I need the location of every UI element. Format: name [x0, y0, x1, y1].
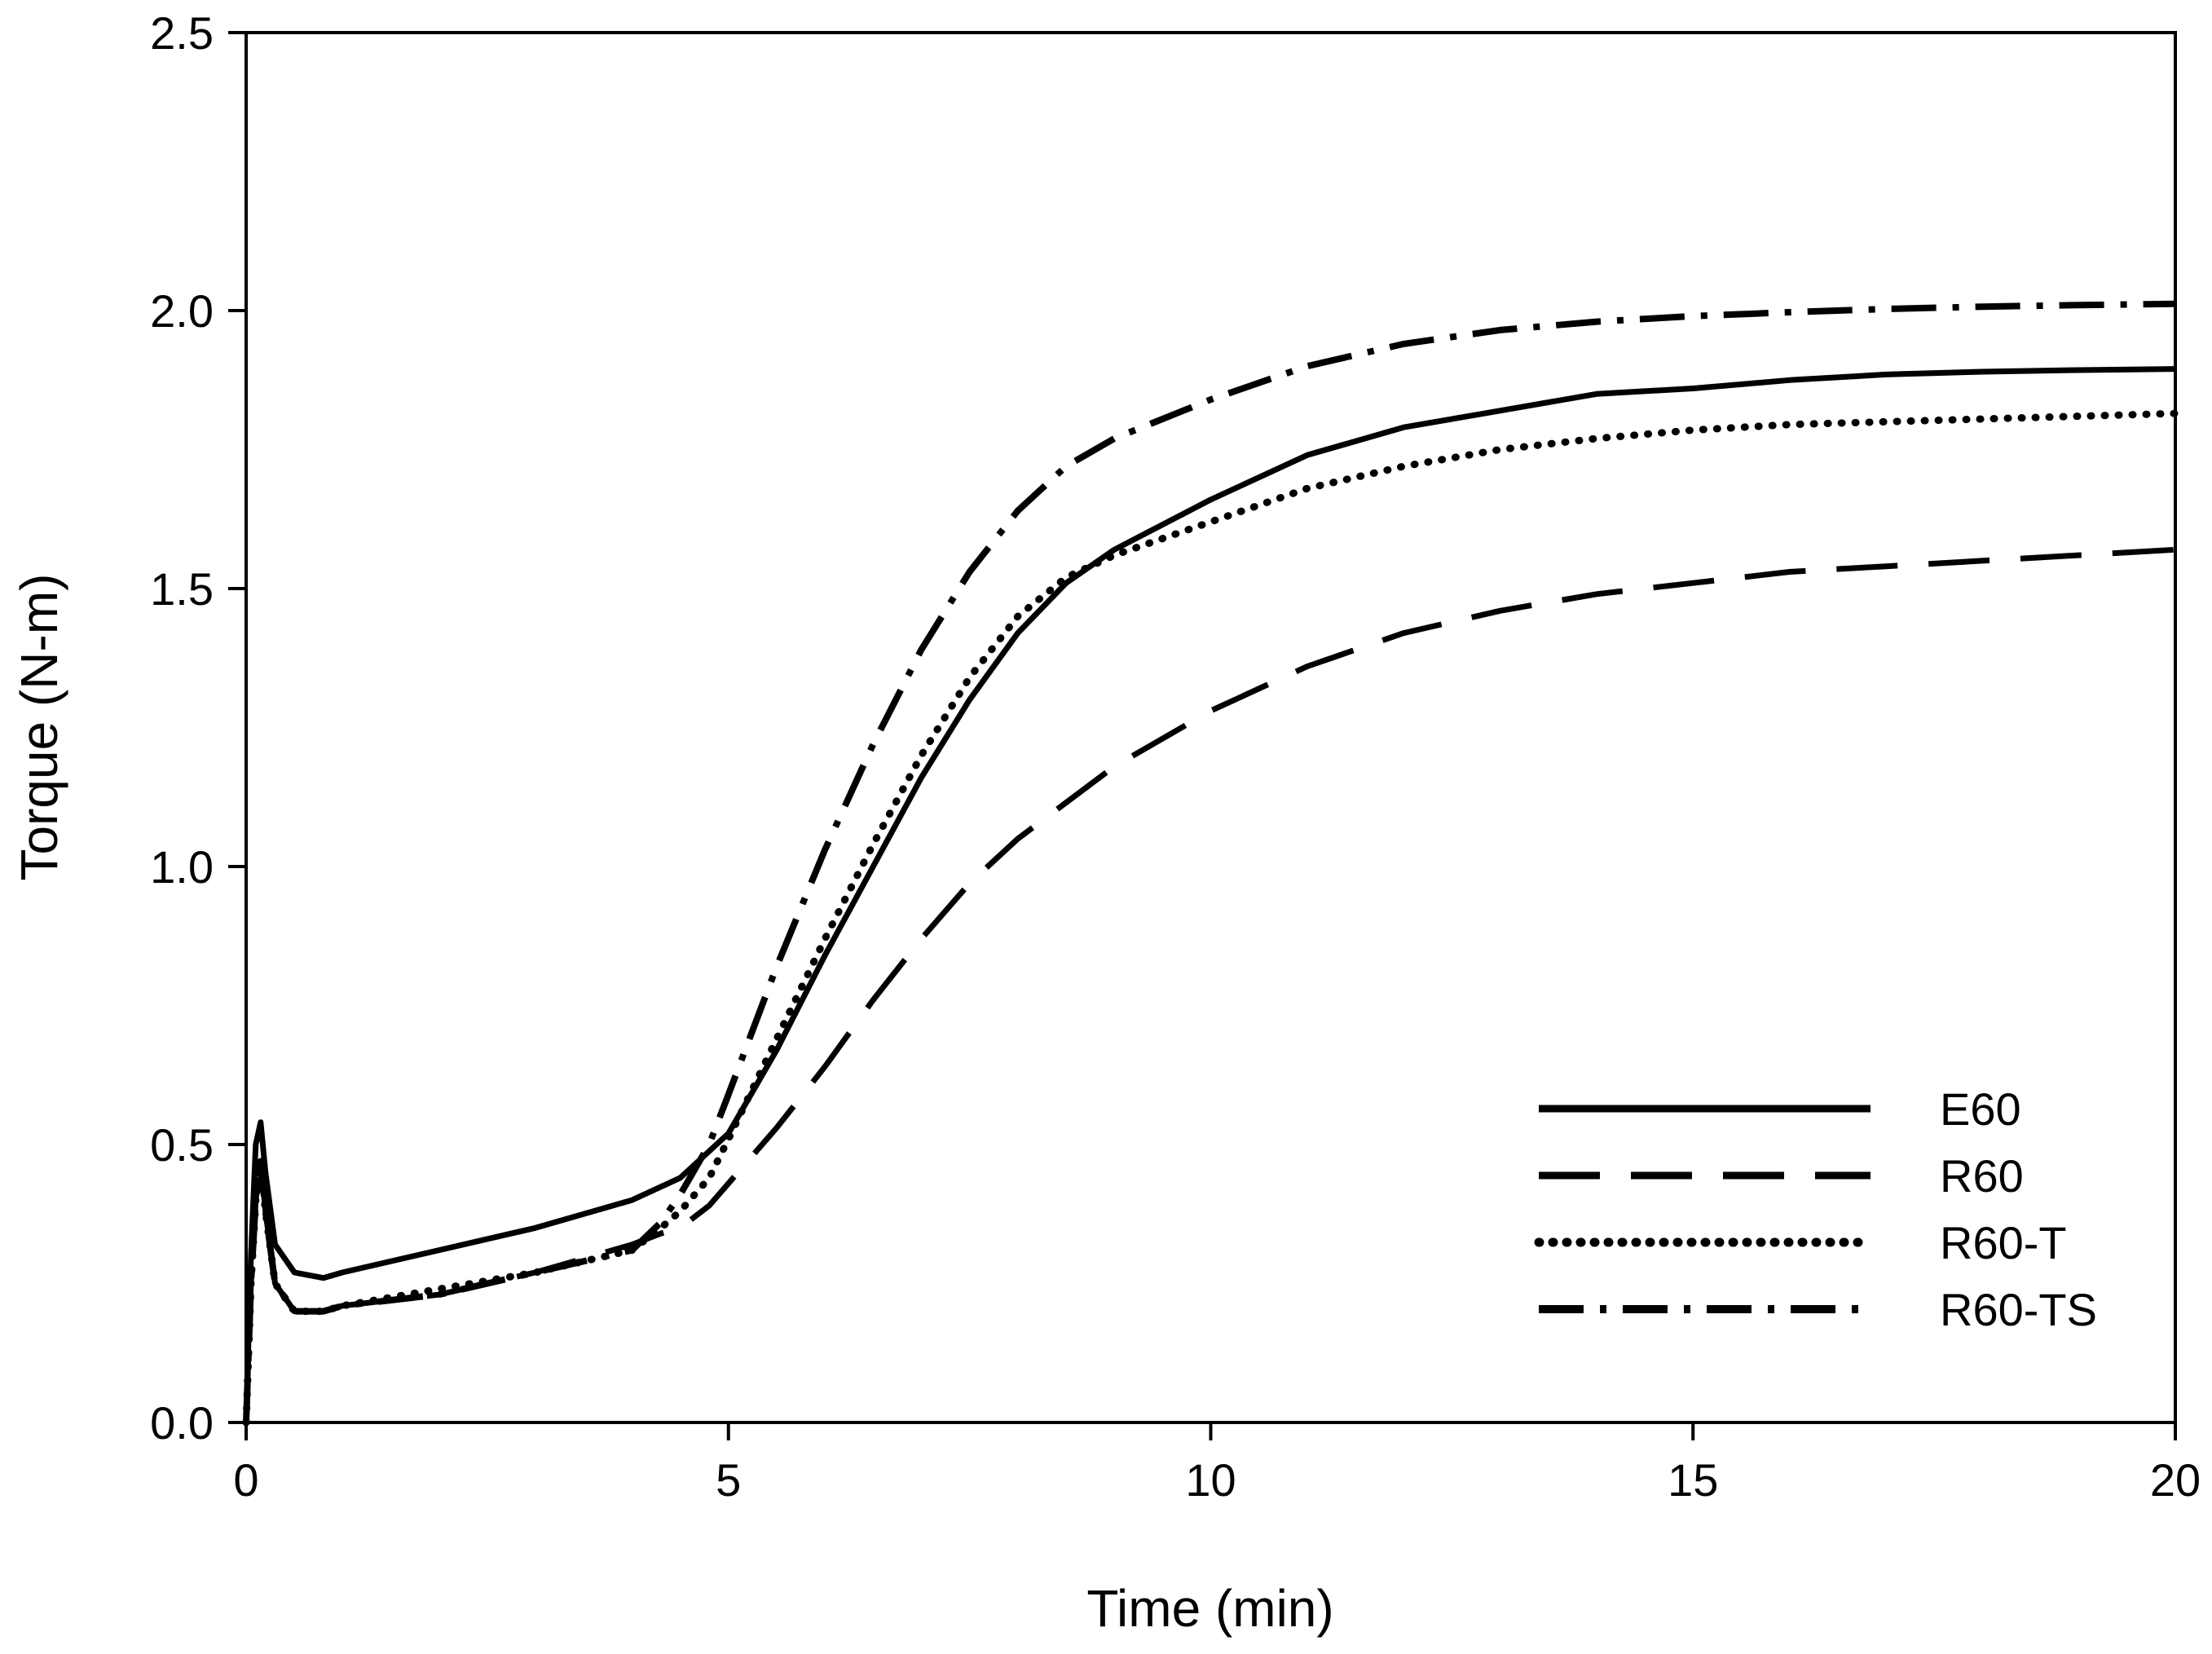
- y-tick-label: 2.5: [150, 7, 214, 59]
- series-line-r60-t: [242, 409, 2179, 1427]
- legend-label-r60-t: R60-T: [1940, 1217, 2067, 1268]
- legend-label-r60: R60: [1940, 1150, 2024, 1202]
- x-axis-title: Time (min): [1086, 1579, 1333, 1638]
- series-line-e60: [243, 366, 2176, 1423]
- y-tick-label: 1.0: [150, 841, 214, 893]
- x-tick-label: 10: [1185, 1454, 1236, 1506]
- legend-label-e60: E60: [1940, 1083, 2021, 1135]
- y-axis-title: Torque (N-m): [10, 574, 68, 881]
- x-tick-label: 15: [1668, 1454, 1718, 1506]
- x-tick-label: 0: [233, 1454, 258, 1506]
- y-tick-label: 0.5: [150, 1119, 214, 1171]
- legend-label-r60-ts: R60-TS: [1940, 1284, 2097, 1335]
- legend: E60 R60 R60-T R60-TS: [1534, 1083, 2097, 1335]
- y-tick-label: 1.5: [150, 563, 214, 615]
- y-tick-label: 0.0: [150, 1397, 214, 1449]
- x-tick-label: 5: [716, 1454, 741, 1506]
- x-tick-label: 20: [2150, 1454, 2201, 1506]
- y-tick-label: 2.0: [150, 285, 214, 337]
- tick-layer: 0 5 10 15 20 0.0 0.5 1.0 1.5 2.0 2.5: [150, 7, 2201, 1506]
- series-layer: [242, 300, 2179, 1427]
- series-line-r60-ts: [243, 300, 2176, 1423]
